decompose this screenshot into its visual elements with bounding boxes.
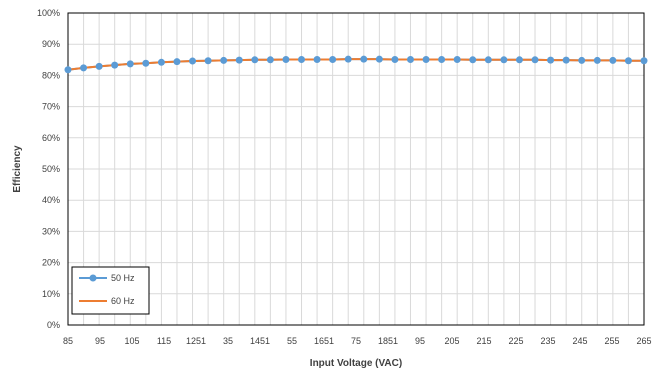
data-point-50hz <box>251 56 259 64</box>
y-axis-title: Efficiency <box>12 145 23 193</box>
data-point-50hz <box>469 56 477 64</box>
legend-box <box>71 266 150 315</box>
legend: 50 Hz 60 Hz <box>71 266 150 315</box>
data-point-50hz <box>111 61 119 69</box>
x-tick-label: 55 <box>287 336 297 346</box>
y-axis-ticks: 0% 10% 20% 30% 40% 50% 60% 70% 80% 90% 100% <box>37 8 60 330</box>
data-point-50hz <box>453 55 461 63</box>
data-point-50hz <box>298 55 306 63</box>
data-point-50hz <box>484 56 492 64</box>
data-point-50hz <box>391 55 399 63</box>
x-tick-label: 1451 <box>250 336 270 346</box>
y-tick-label: 30% <box>42 226 60 236</box>
x-tick-label: 225 <box>508 336 523 346</box>
y-tick-label: 20% <box>42 258 60 268</box>
x-tick-label: 95 <box>95 336 105 346</box>
x-tick-label: 245 <box>572 336 587 346</box>
data-point-50hz <box>593 56 601 64</box>
data-point-50hz <box>375 55 383 63</box>
data-point-50hz <box>624 57 632 65</box>
x-tick-label: 35 <box>223 336 233 346</box>
x-tick-label: 215 <box>476 336 491 346</box>
x-axis-ticks: 85 95 105 115 1251 35 1451 55 1651 75 1851 95 205 215… <box>63 336 652 346</box>
data-point-50hz <box>500 56 508 64</box>
x-tick-label: 75 <box>351 336 361 346</box>
data-point-50hz <box>360 55 368 63</box>
x-tick-label: 1851 <box>378 336 398 346</box>
data-point-50hz <box>142 59 150 67</box>
data-point-50hz <box>126 60 134 68</box>
data-point-50hz <box>95 62 103 70</box>
data-point-50hz <box>547 56 555 64</box>
data-point-50hz <box>282 55 290 63</box>
x-tick-label: 1251 <box>186 336 206 346</box>
data-point-50hz <box>609 56 617 64</box>
y-tick-label: 40% <box>42 195 60 205</box>
data-point-50hz <box>157 58 165 66</box>
y-tick-label: 90% <box>42 39 60 49</box>
x-tick-label: 115 <box>157 336 171 346</box>
legend-marker-50hz <box>89 274 97 282</box>
data-point-50hz <box>204 57 212 65</box>
data-point-50hz <box>80 64 88 72</box>
data-point-50hz <box>515 56 523 64</box>
x-tick-label: 95 <box>415 336 425 346</box>
data-point-50hz <box>235 56 243 64</box>
data-point-50hz <box>189 57 197 65</box>
data-point-50hz <box>562 56 570 64</box>
data-point-50hz <box>266 56 274 64</box>
plot-area-border <box>67 12 645 326</box>
data-point-50hz <box>406 55 414 63</box>
y-tick-label: 10% <box>42 289 60 299</box>
data-point-50hz <box>220 56 228 64</box>
data-point-50hz <box>344 55 352 63</box>
data-point-50hz <box>329 55 337 63</box>
x-tick-label: 205 <box>444 336 459 346</box>
data-point-50hz <box>531 56 539 64</box>
data-point-50hz <box>578 56 586 64</box>
x-axis-title: Input Voltage (VAC) <box>310 358 402 369</box>
series-layer <box>64 55 648 74</box>
data-point-50hz <box>313 55 321 63</box>
data-point-50hz <box>64 66 72 74</box>
x-tick-label: 105 <box>124 336 139 346</box>
x-tick-label: 255 <box>604 336 619 346</box>
legend-label-60hz: 60 Hz <box>111 296 135 306</box>
data-point-50hz <box>173 58 181 66</box>
y-tick-label: 100% <box>37 8 60 18</box>
x-tick-label: 235 <box>540 336 555 346</box>
y-tick-label: 70% <box>42 102 60 112</box>
y-tick-label: 60% <box>42 133 60 143</box>
data-point-50hz <box>438 55 446 63</box>
y-tick-label: 0% <box>47 320 60 330</box>
data-point-50hz <box>422 55 430 63</box>
x-tick-label: 265 <box>636 336 651 346</box>
data-point-50hz <box>640 57 648 65</box>
legend-label-50hz: 50 Hz <box>111 273 135 283</box>
x-tick-label: 85 <box>63 336 73 346</box>
y-tick-label: 50% <box>42 164 60 174</box>
x-tick-label: 1651 <box>314 336 334 346</box>
y-tick-label: 80% <box>42 70 60 80</box>
